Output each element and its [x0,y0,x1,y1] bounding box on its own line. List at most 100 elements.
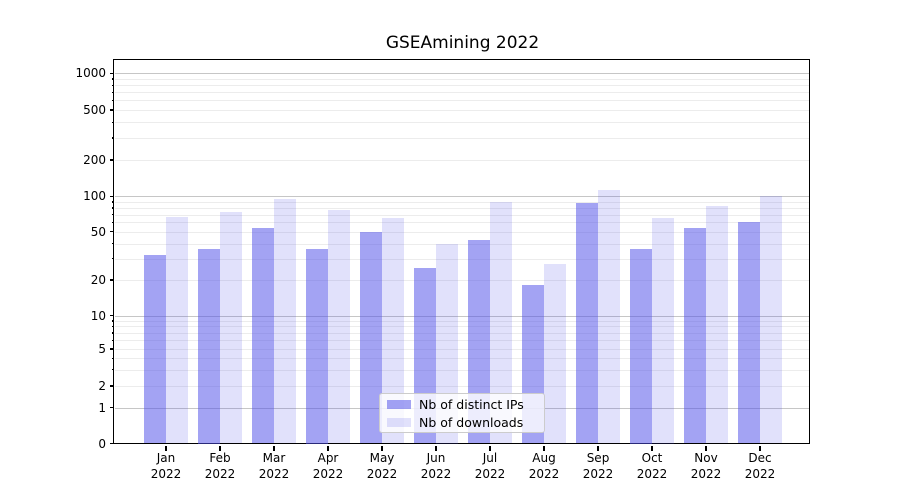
bar-ips-jan [144,255,166,444]
gridline-minor-500 [114,110,809,111]
x-tick-label-jun-2022: Jun 2022 [420,451,452,481]
bar-downloads-may [382,218,404,444]
x-tick-label-nov-2022: Nov 2022 [690,451,722,481]
y-minortick-mark-400 [112,121,114,124]
gridline-minor-8 [114,326,809,328]
bar-downloads-jan [166,216,188,444]
gridline-minor-4 [114,358,809,359]
y-tick-mark-200 [110,159,114,161]
y-minortick-mark-600 [112,99,114,102]
y-tick-label-2: 2 [98,379,106,393]
y-tick-mark-50 [110,231,114,233]
y-minortick-mark-60 [112,221,114,224]
gridline-minor-800 [114,85,809,87]
y-minortick-mark-7 [112,332,114,334]
gridline-minor-300 [114,137,809,139]
bar-downloads-feb [220,211,242,444]
gridline-minor-2 [114,386,809,387]
y-minortick-mark-6 [112,339,114,342]
x-tick-label-may-2022: May 2022 [366,451,398,481]
gridline-minor-5 [114,349,809,350]
x-tick-mark-oct [651,446,653,451]
y-minortick-mark-800 [112,84,114,86]
legend-item-distinct-ips: Nb of distinct IPs [387,397,537,412]
y-minortick-mark-40 [112,243,114,245]
gridline-minor-50 [114,231,809,233]
legend-label-downloads: Nb of downloads [419,414,524,430]
gridline-minor-80 [114,207,809,209]
y-tick-label-5: 5 [98,342,106,356]
y-minortick-mark-80 [112,207,114,209]
y-tick-mark-0 [110,442,114,445]
bar-downloads-apr [328,209,350,444]
bar-downloads-nov [706,205,728,444]
bar-ips-nov [684,227,706,444]
x-tick-mark-apr [327,446,329,451]
x-tick-label-jul-2022: Jul 2022 [474,451,506,481]
bar-downloads-mar [274,198,296,444]
bar-ips-mar [252,227,274,444]
gridline-minor-600 [114,100,809,102]
y-minortick-mark-700 [112,91,114,94]
plot-area: Nb of distinct IPs Nb of downloads [114,61,809,444]
y-minortick-mark-900 [112,78,114,80]
gridline-minor-60 [114,222,809,224]
y-tick-label-1: 1 [98,400,106,415]
y-tick-label-20: 20 [90,273,106,287]
y-tick-label-100: 100 [83,189,106,204]
y-tick-label-200: 200 [83,153,106,167]
y-minortick-mark-3 [112,369,114,371]
legend-label-distinct-ips: Nb of distinct IPs [419,396,524,412]
gridline-minor-40 [114,243,809,245]
x-tick-mark-jun [435,446,437,451]
legend-swatch-downloads-icon [387,417,411,427]
y-minortick-mark-4 [112,357,114,359]
gridline-minor-400 [114,122,809,124]
bar-downloads-oct [652,217,674,444]
x-tick-label-oct-2022: Oct 2022 [636,451,668,481]
y-tick-mark-100 [110,195,114,197]
gridline-minor-7 [114,332,809,334]
x-tick-label-dec-2022: Dec 2022 [744,451,776,481]
x-tick-mark-feb [219,446,221,451]
y-tick-label-10: 10 [90,308,106,323]
y-tick-mark-5 [110,348,114,350]
gridline-minor-70 [114,214,809,216]
x-tick-mark-aug [543,446,545,451]
bar-ips-sep [576,203,598,444]
gridline-minor-6 [114,340,809,342]
y-tick-mark-10 [110,315,114,317]
bar-ips-feb [198,249,220,444]
bar-ips-dec [738,222,760,444]
bar-downloads-sep [598,190,620,444]
bar-ips-jul [468,239,490,444]
bar-ips-may [360,231,382,444]
bar-ips-oct [630,249,652,444]
gridline-minor-30 [114,258,809,260]
x-tick-label-aug-2022: Aug 2022 [528,451,560,481]
gridline-minor-700 [114,92,809,94]
gridline-major-10 [114,315,809,317]
y-minortick-mark-300 [112,137,114,139]
bar-downloads-dec [760,195,782,444]
x-tick-mark-nov [705,446,707,451]
x-tick-label-apr-2022: Apr 2022 [312,451,344,481]
y-tick-mark-1 [110,407,114,409]
gridline-minor-3 [114,369,809,371]
y-minortick-mark-70 [112,214,114,216]
x-tick-mark-may [381,446,383,451]
gridline-major-100 [114,196,809,198]
gridline-major-1000 [114,73,809,75]
x-tick-mark-jan [165,446,167,451]
y-tick-mark-500 [110,109,114,111]
x-tick-label-jan-2022: Jan 2022 [150,451,182,481]
chart-title: GSEAmining 2022 [385,33,540,53]
gridline-minor-200 [114,160,809,161]
x-tick-mark-dec [759,446,761,451]
y-tick-mark-1000 [110,72,114,74]
bar-downloads-aug [544,264,566,444]
y-tick-label-1000: 1000 [75,66,106,81]
gridline-minor-20 [114,280,809,281]
y-tick-mark-20 [110,279,114,281]
